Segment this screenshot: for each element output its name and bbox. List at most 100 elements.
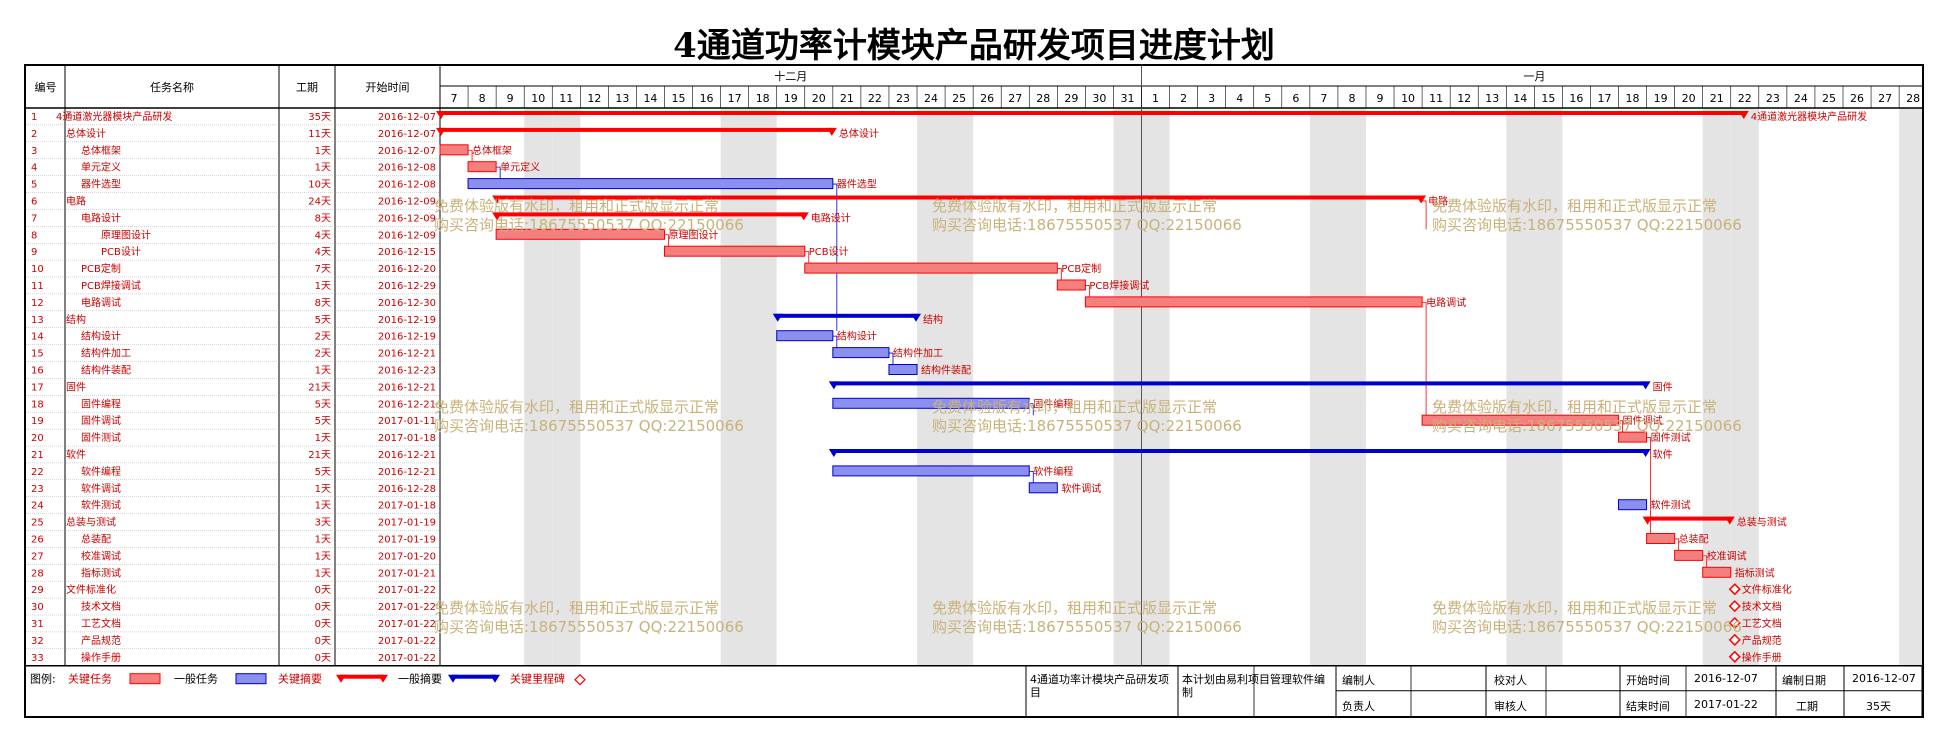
watermark-text: 购买咨询电话:18675550537 QQ:22150066 xyxy=(434,618,744,636)
task-start: 2016-12-30 xyxy=(378,298,436,309)
task-bar xyxy=(1618,499,1648,511)
task-duration: 2天 xyxy=(315,349,331,360)
footer-checker-label: 校对人 xyxy=(1494,673,1527,687)
gantt-chart: 十二月 一月7 8 9 10 11 12 13 14 15 16 17 18 19 20 21 22 23 24 25… xyxy=(26,66,1922,716)
task-name: 操作手册 xyxy=(81,651,121,664)
task-bar xyxy=(888,364,918,375)
dependency-line xyxy=(664,234,669,247)
summary-bar-end-cap xyxy=(826,127,837,136)
weekend-column xyxy=(1113,108,1142,666)
task-id: 14 xyxy=(31,332,44,343)
bar-label: 固件 xyxy=(1653,381,1673,393)
legend-normal-task-label: 一般任务 xyxy=(174,673,218,686)
task-id: 8 xyxy=(31,230,37,241)
task-start: 2016-12-07 xyxy=(378,146,436,157)
bar-label: 校准调试 xyxy=(1707,549,1747,562)
day-label: 1 xyxy=(1152,92,1159,105)
day-label: 3 xyxy=(1208,92,1215,105)
task-bar xyxy=(1674,549,1704,561)
task-bar xyxy=(467,161,497,173)
task-duration: 10天 xyxy=(308,180,331,191)
task-id: 17 xyxy=(31,382,44,393)
day-label: 19 xyxy=(784,92,798,105)
task-start: 2016-12-21 xyxy=(378,467,436,478)
summary-bar-start-cap xyxy=(828,449,839,457)
task-bar xyxy=(1056,279,1086,291)
day-label: 12 xyxy=(587,92,601,105)
watermark-text: 免费体验版有水印，租用和正式版显示正常 xyxy=(1432,197,1718,215)
bar-label: 结构件加工 xyxy=(893,347,943,360)
task-name: 软件编程 xyxy=(81,465,121,478)
task-name: 电路 xyxy=(66,195,86,208)
dependency-line xyxy=(804,251,810,264)
footer-duration-label: 工期 xyxy=(1796,699,1818,713)
legend-critical-summary-label: 关键摘要 xyxy=(278,672,322,686)
watermark-text: 购买咨询电话:18675550537 QQ:22150066 xyxy=(932,618,1242,636)
legend-critical-milestone-label: 关键里程碑 xyxy=(510,672,565,686)
page-title: 4通道功率计模块产品研发项目进度计划 xyxy=(673,26,1275,66)
task-start: 2016-12-09 xyxy=(378,197,436,208)
bar-label: 4通道激光器模块产品研发 xyxy=(1751,110,1867,123)
task-id: 2 xyxy=(31,129,37,140)
bar-label: PCB焊接调试 xyxy=(1089,279,1149,292)
legend-critical-task-label: 关键任务 xyxy=(68,672,112,686)
summary-bar-end-cap xyxy=(1416,195,1427,204)
weekend-column xyxy=(524,108,553,666)
bar-label: 电路调试 xyxy=(1426,296,1466,309)
watermark-text: 购买咨询电话:18675550537 QQ:22150066 xyxy=(434,417,744,435)
task-name: 技术文档 xyxy=(81,600,121,613)
bar-label: 软件编程 xyxy=(1033,465,1073,478)
task-name: 电路设计 xyxy=(81,211,121,224)
watermark-text: 购买咨询电话:18675550537 QQ:22150066 xyxy=(932,417,1242,435)
day-label: 10 xyxy=(531,92,545,105)
task-id: 5 xyxy=(31,180,37,191)
day-label: 30 xyxy=(1092,92,1106,105)
task-start: 2017-01-22 xyxy=(378,636,436,647)
task-name: 单元定义 xyxy=(81,161,121,174)
task-name: 工艺文档 xyxy=(81,617,121,630)
task-duration: 5天 xyxy=(315,315,331,326)
legend-critical-summary-cap xyxy=(336,674,346,683)
task-name: PCB设计 xyxy=(101,245,141,258)
milestone-diamond xyxy=(1728,600,1741,613)
task-id: 12 xyxy=(31,298,44,309)
bar-label: 电路 xyxy=(1428,195,1448,208)
day-label: 17 xyxy=(1597,92,1611,105)
task-bar xyxy=(1421,414,1620,426)
weekend-column xyxy=(1309,108,1338,666)
watermark-text: 免费体验版有水印，租用和正式版显示正常 xyxy=(1432,398,1718,416)
watermark-text: 免费体验版有水印，租用和正式版显示正常 xyxy=(434,599,720,617)
task-id: 27 xyxy=(31,551,44,562)
bar-label: 结构件装配 xyxy=(921,364,971,377)
task-id: 9 xyxy=(31,247,37,258)
legend-milestone-swatch xyxy=(574,673,586,686)
task-name: 产品规范 xyxy=(81,634,121,647)
day-label: 11 xyxy=(1429,92,1443,105)
task-duration: 8天 xyxy=(315,298,331,309)
task-start: 2016-12-21 xyxy=(378,349,436,360)
task-duration: 0天 xyxy=(315,619,331,630)
bar-label: 指标测试 xyxy=(1735,566,1775,579)
watermark-text: 免费体验版有水印，租用和正式版显示正常 xyxy=(434,197,720,215)
task-start: 2017-01-11 xyxy=(378,416,436,427)
task-name: PCB定制 xyxy=(81,262,121,275)
task-name: 文件标准化 xyxy=(66,583,116,596)
day-label: 22 xyxy=(868,92,882,105)
day-label: 9 xyxy=(1377,92,1384,105)
footer-compile-date-value: 2016-12-07 xyxy=(1852,671,1916,685)
task-duration: 1天 xyxy=(315,163,331,174)
legend-normal-task-swatch xyxy=(235,673,267,685)
weekend-column xyxy=(917,108,946,666)
task-name: 结构件加工 xyxy=(81,347,131,360)
task-name: 器件选型 xyxy=(81,178,121,191)
task-start: 2016-12-21 xyxy=(378,450,436,461)
day-label: 4 xyxy=(1236,92,1243,105)
month-label: 一月 xyxy=(1523,70,1545,83)
day-label: 18 xyxy=(756,92,770,105)
bar-label: PCB设计 xyxy=(809,245,849,258)
dependency-line xyxy=(832,183,838,331)
task-bar xyxy=(832,397,1030,409)
day-label: 31 xyxy=(1120,92,1134,105)
task-duration: 0天 xyxy=(315,602,331,613)
task-start: 2016-12-21 xyxy=(378,382,436,393)
